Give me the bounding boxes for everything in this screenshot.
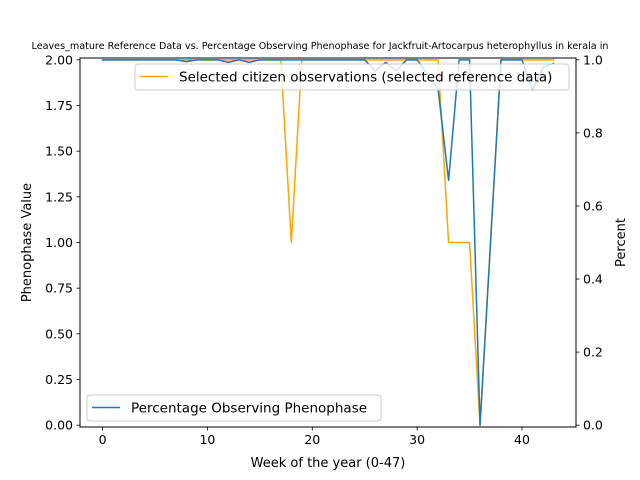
y-right-tick-label: 0.2	[583, 345, 603, 360]
legend-box-upper-right	[134, 63, 570, 91]
y-right-tick-label: 1.0	[583, 52, 603, 67]
y-axis-left-label: Phenophase Value	[20, 183, 35, 302]
y-right-tick-label: 0.0	[583, 418, 603, 433]
x-tick-label: 0	[99, 432, 107, 447]
legend-box-lower-left	[86, 394, 382, 422]
y-right-tick-label: 0.8	[583, 125, 603, 140]
y-axis-left: 0.00 0.25 0.50 0.75 1.00 1.25 1.50 1.75 2.00	[45, 52, 80, 433]
y-left-tick-label: 1.75	[45, 98, 73, 113]
x-tick-label: 10	[199, 432, 215, 447]
legend-lower-left: Percentage Observing Phenophase	[86, 394, 382, 422]
y-right-tick-label: 0.4	[583, 272, 603, 287]
x-axis-label: Week of the year (0-47)	[251, 456, 406, 471]
x-tick-label: 30	[409, 432, 425, 447]
y-left-tick-label: 1.50	[45, 144, 73, 159]
legend-label-reference: Selected citizen observations (selected …	[179, 70, 552, 86]
series-line-1	[101, 59, 555, 426]
y-axis-right: 0.0 0.2 0.4 0.6 0.8 1.0	[576, 52, 603, 433]
legend-label-percentage: Percentage Observing Phenophase	[131, 401, 367, 417]
y-left-tick-label: 0.00	[45, 418, 73, 433]
y-left-tick-label: 2.00	[45, 52, 73, 67]
x-tick-label: 20	[304, 432, 320, 447]
series-layer	[101, 59, 555, 426]
y-left-tick-label: 0.25	[45, 372, 73, 387]
legend-upper-right: Selected citizen observations (selected …	[134, 63, 570, 91]
plot-frame	[79, 57, 577, 428]
y-axis-right-label: Percent	[614, 218, 629, 267]
y-left-tick-label: 0.75	[45, 281, 73, 296]
y-left-tick-label: 0.50	[45, 326, 73, 341]
x-axis: 0 10 20 30 40	[99, 427, 530, 447]
chart-title: Leaves_mature Reference Data vs. Percent…	[32, 41, 609, 52]
x-tick-label: 40	[514, 432, 530, 447]
y-left-tick-label: 1.00	[45, 235, 73, 250]
y-left-tick-label: 1.25	[45, 189, 73, 204]
series-line-0	[101, 59, 555, 426]
y-right-tick-label: 0.6	[583, 198, 603, 213]
